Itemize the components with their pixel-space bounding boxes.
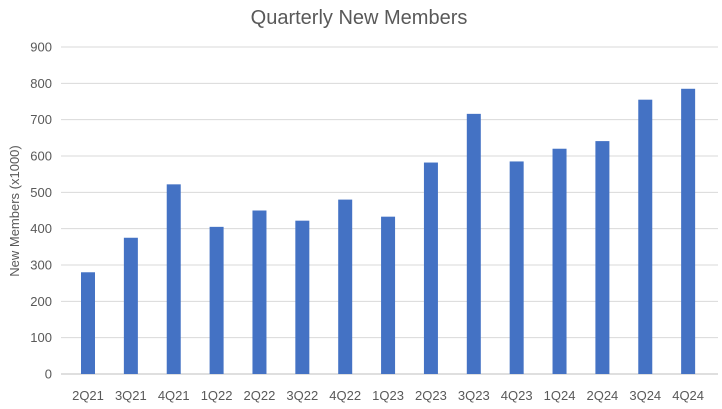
y-tick-label: 900 (30, 40, 52, 55)
bar-2Q21 (81, 272, 95, 374)
bar-2Q23 (423, 162, 438, 374)
bar-3Q22 (295, 220, 310, 374)
x-tick-label: 3Q21 (115, 388, 147, 403)
bar-4Q23 (509, 161, 524, 374)
x-axis-ticks: 2Q21 3Q21 4Q21 1Q22 2Q22 3Q22 4Q22 1Q23 2Q23 3Q23… (72, 388, 704, 403)
x-tick-label: 2Q24 (586, 388, 618, 403)
y-tick-label: 300 (30, 258, 52, 273)
x-tick-label: 1Q24 (544, 388, 576, 403)
x-tick-label: 1Q22 (201, 388, 233, 403)
bar-2Q22 (252, 210, 267, 374)
x-tick-label: 4Q22 (329, 388, 361, 403)
bar-4Q21 (166, 184, 181, 374)
y-tick-label: 200 (30, 294, 52, 309)
bars (81, 88, 696, 375)
bar-4Q24 (681, 88, 696, 375)
y-tick-label: 400 (30, 221, 52, 236)
y-tick-label: 800 (30, 76, 52, 91)
x-tick-label: 1Q23 (372, 388, 404, 403)
x-tick-label: 3Q22 (286, 388, 318, 403)
y-axis-label: New Members (x1000) (7, 145, 22, 277)
bar-4Q22 (338, 199, 353, 374)
y-tick-label: 100 (30, 330, 52, 345)
bar-2Q24 (595, 141, 610, 374)
bar-1Q23 (381, 216, 396, 374)
x-tick-label: 4Q23 (501, 388, 533, 403)
y-axis-ticks: 0 100 200 300 400 500 600 700 800 900 (30, 40, 52, 382)
x-tick-label: 4Q21 (158, 388, 190, 403)
bar-3Q23 (466, 113, 481, 374)
bar-1Q22 (209, 226, 224, 374)
bar-3Q21 (123, 237, 138, 374)
x-tick-label: 3Q24 (629, 388, 661, 403)
y-tick-label: 0 (45, 367, 52, 382)
x-tick-label: 4Q24 (672, 388, 704, 403)
bar-1Q24 (552, 148, 567, 374)
y-tick-label: 600 (30, 149, 52, 164)
x-tick-label: 2Q23 (415, 388, 447, 403)
y-tick-label: 500 (30, 185, 52, 200)
x-tick-label: 2Q21 (72, 388, 104, 403)
chart-title: Quarterly New Members (251, 7, 468, 29)
y-tick-label: 700 (30, 112, 52, 127)
bar-3Q24 (638, 99, 653, 374)
x-tick-label: 3Q23 (458, 388, 490, 403)
x-tick-label: 2Q22 (244, 388, 276, 403)
